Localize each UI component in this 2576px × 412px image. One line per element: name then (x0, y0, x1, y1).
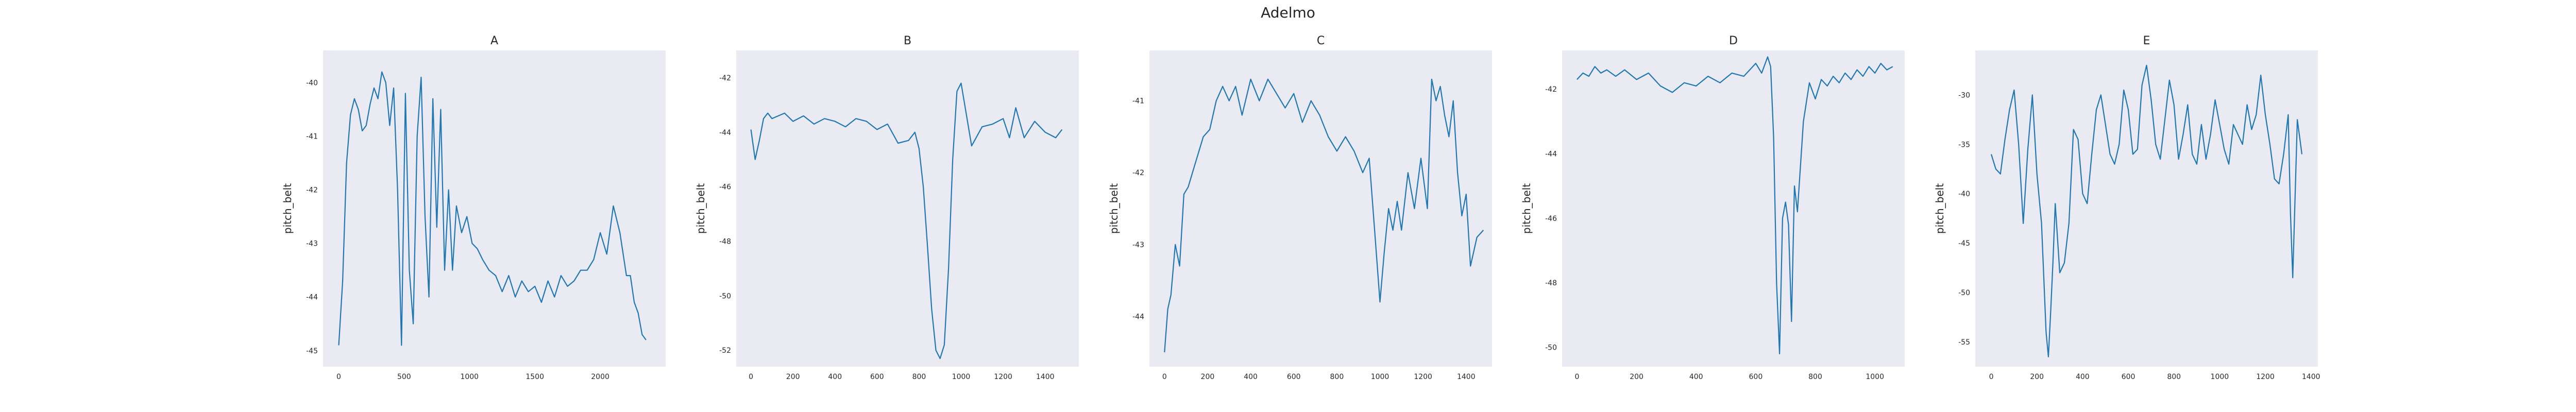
x-tick-label: 200 (2030, 373, 2044, 381)
x-tick-label: 1000 (1371, 373, 1389, 381)
x-tick-label: 500 (397, 373, 411, 381)
x-tick-label: 1200 (2256, 373, 2275, 381)
x-tick-label: 200 (1630, 373, 1643, 381)
y-tick-label: -50 (1958, 289, 1970, 297)
x-tick-label: 200 (786, 373, 800, 381)
x-tick-label: 800 (912, 373, 926, 381)
x-tick-label: 1200 (1414, 373, 1432, 381)
subplot-title: A (490, 35, 498, 47)
plot-area (736, 50, 1079, 367)
x-tick-label: 2000 (591, 373, 609, 381)
y-tick-label: -55 (1958, 338, 1970, 347)
series-line (1577, 56, 1893, 355)
y-tick-label: -41 (306, 133, 318, 141)
plot-area (1562, 50, 1905, 367)
y-tick-label: -40 (1958, 190, 1970, 198)
x-tick-label: 600 (2122, 373, 2136, 381)
series-line (1164, 78, 1484, 353)
x-tick-label: 800 (1808, 373, 1822, 381)
y-tick-label: -44 (1132, 313, 1144, 321)
y-tick-label: -40 (306, 79, 318, 87)
x-tick-label: 600 (1749, 373, 1763, 381)
subplot-title: B (904, 35, 911, 47)
x-tick-label: 800 (1330, 373, 1344, 381)
x-tick-label: 1200 (994, 373, 1012, 381)
x-tick-label: 600 (1287, 373, 1301, 381)
x-tick-label: 0 (336, 373, 341, 381)
plot-area (1149, 50, 1492, 367)
figure-suptitle: Adelmo (1261, 4, 1315, 21)
y-tick-label: -45 (1958, 239, 1970, 248)
y-tick-label: -44 (306, 294, 318, 302)
x-tick-label: 600 (870, 373, 884, 381)
series-line (750, 82, 1063, 359)
y-tick-label: -35 (1958, 141, 1970, 149)
y-tick-label: -30 (1958, 91, 1970, 99)
x-tick-label: 400 (1244, 373, 1258, 381)
subplot-title: D (1729, 35, 1738, 47)
x-tick-label: 1000 (460, 373, 479, 381)
y-tick-label: -44 (719, 129, 731, 137)
plot-area (1975, 50, 2318, 367)
x-tick-label: 800 (2167, 373, 2181, 381)
y-tick-label: -43 (1132, 241, 1144, 249)
y-tick-label: -52 (719, 347, 731, 355)
x-tick-label: 1000 (952, 373, 971, 381)
series-line (338, 71, 647, 346)
y-tick-label: -50 (1545, 344, 1557, 352)
x-tick-label: 1400 (1036, 373, 1055, 381)
y-tick-label: -42 (306, 186, 318, 195)
x-tick-label: 1000 (1866, 373, 1884, 381)
series-line (1990, 64, 2303, 357)
subplot-title: C (1317, 35, 1325, 47)
subplot-title: E (2143, 35, 2150, 47)
x-tick-label: 1400 (2302, 373, 2320, 381)
x-tick-label: 1000 (2211, 373, 2229, 381)
y-tick-label: -45 (306, 347, 318, 355)
x-tick-label: 1500 (526, 373, 544, 381)
y-tick-label: -50 (719, 292, 731, 300)
y-axis-label: pitch_belt (1934, 183, 1946, 234)
y-axis-label: pitch_belt (1108, 183, 1120, 234)
y-tick-label: -44 (1545, 150, 1557, 158)
y-tick-label: -42 (719, 74, 731, 82)
x-tick-label: 0 (749, 373, 753, 381)
y-tick-label: -48 (719, 238, 731, 246)
x-tick-label: 200 (1201, 373, 1215, 381)
y-axis-label: pitch_belt (694, 183, 707, 234)
y-axis-label: pitch_belt (1520, 183, 1533, 234)
x-tick-label: 0 (1162, 373, 1167, 381)
y-tick-label: -46 (1545, 215, 1557, 223)
x-tick-label: 0 (1989, 373, 1994, 381)
x-tick-label: 400 (1689, 373, 1703, 381)
x-tick-label: 400 (828, 373, 842, 381)
x-tick-label: 0 (1574, 373, 1579, 381)
y-tick-label: -42 (1132, 169, 1144, 177)
y-tick-label: -46 (719, 183, 731, 192)
y-tick-label: -42 (1545, 85, 1557, 94)
plot-area (323, 50, 666, 367)
y-tick-label: -43 (306, 240, 318, 248)
x-tick-label: 1400 (1457, 373, 1476, 381)
y-tick-label: -41 (1132, 97, 1144, 106)
y-axis-label: pitch_belt (281, 183, 294, 234)
x-tick-label: 400 (2076, 373, 2090, 381)
y-tick-label: -48 (1545, 279, 1557, 287)
